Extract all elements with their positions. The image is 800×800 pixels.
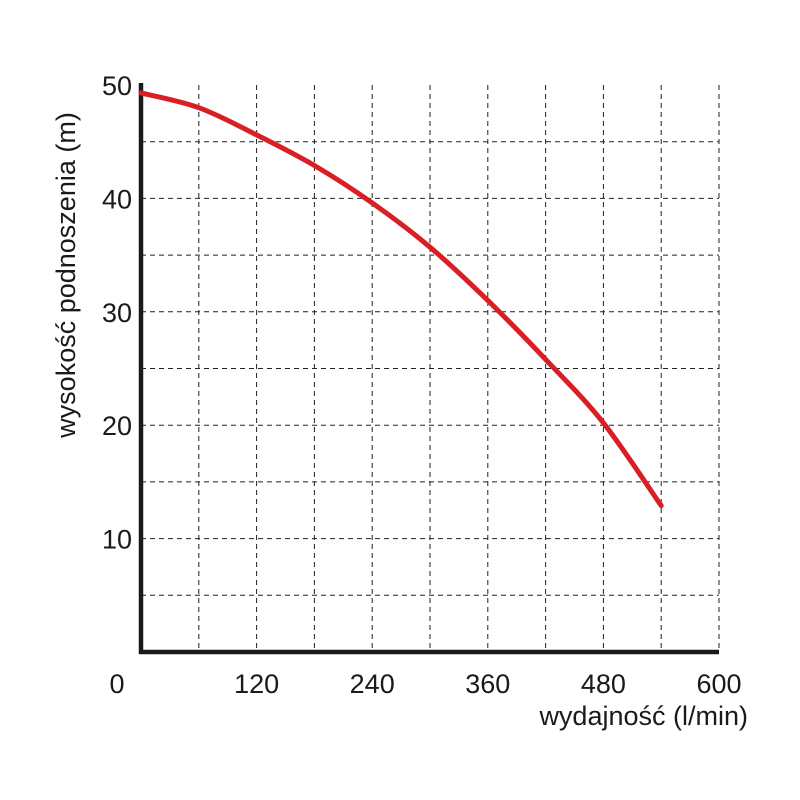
y-tick-label: 20 [102, 411, 132, 441]
y-tick-label: 40 [102, 184, 132, 214]
x-tick-label: 600 [696, 669, 741, 699]
x-axis-title: wydajność (l/min) [538, 701, 748, 731]
y-tick-label: 10 [102, 525, 132, 555]
x-tick-label: 480 [581, 669, 626, 699]
y-tick-labels: 10 20 30 40 50 [102, 71, 132, 555]
grid [141, 85, 720, 652]
x-tick-label: 0 [109, 669, 124, 699]
y-tick-label: 30 [102, 298, 132, 328]
x-tick-label: 360 [465, 669, 510, 699]
x-tick-labels: 0 120 240 360 480 600 [109, 669, 741, 699]
y-tick-label: 50 [102, 71, 132, 101]
series-line [138, 90, 664, 509]
x-tick-label: 120 [234, 669, 279, 699]
y-axis-title: wysokość podnoszenia (m) [51, 112, 81, 439]
x-tick-label: 240 [350, 669, 395, 699]
